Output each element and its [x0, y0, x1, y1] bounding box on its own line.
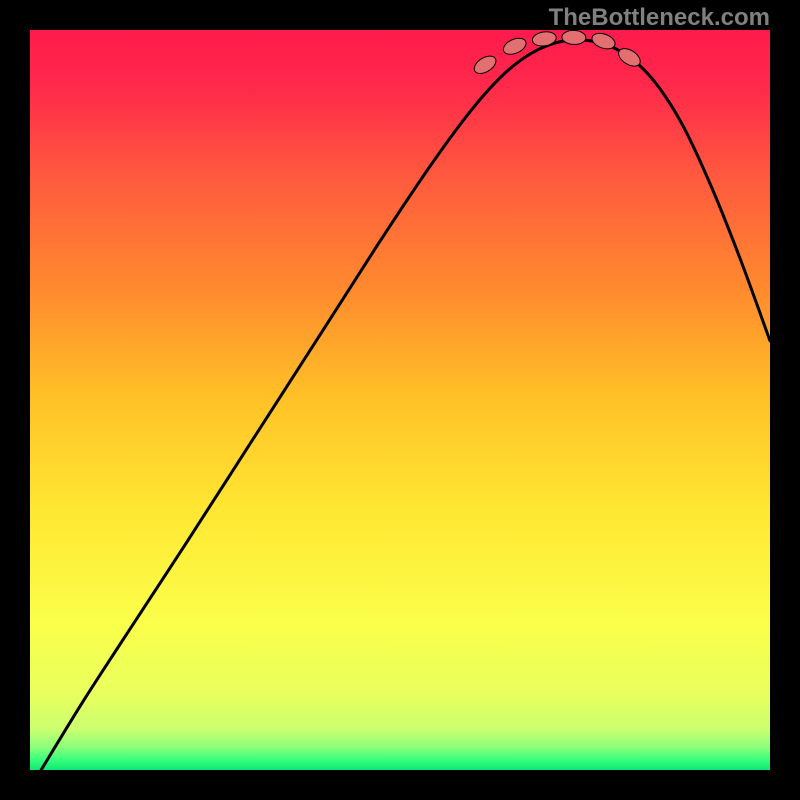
marker-group [471, 30, 643, 77]
chart-stage: TheBottleneck.com [0, 0, 800, 800]
watermark-text: TheBottleneck.com [549, 4, 770, 32]
plot-area [30, 30, 770, 770]
curve-layer [30, 30, 770, 770]
curve-marker [562, 30, 587, 45]
curve-marker [471, 52, 499, 77]
curve-marker [501, 35, 529, 57]
bottleneck-curve [41, 40, 770, 770]
